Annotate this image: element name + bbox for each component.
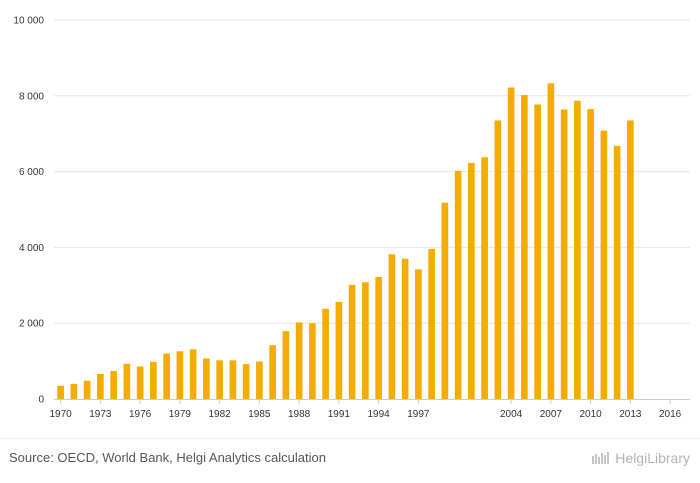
brand-logo[interactable]: HelgiLibrary [591, 450, 690, 466]
footer-divider [0, 438, 700, 439]
x-tick-label: 2010 [580, 409, 603, 420]
x-tick-label: 2016 [659, 409, 682, 420]
x-tick-label: 1985 [248, 409, 271, 420]
bar-1971 [70, 383, 78, 399]
brand-name: HelgiLibrary [615, 450, 690, 466]
bar-2000 [454, 170, 462, 399]
bar-1988 [295, 322, 303, 399]
x-tick-label: 2007 [540, 409, 563, 420]
x-tick-label: 1994 [368, 409, 391, 420]
bar-1970 [57, 385, 64, 399]
bar-1973 [97, 373, 104, 399]
bar-2006 [534, 104, 541, 399]
grid-lines [54, 19, 690, 324]
bar-1998 [428, 248, 435, 399]
y-tick-label: 0 [38, 395, 44, 406]
library-icon [592, 452, 610, 464]
bar-2011 [600, 130, 608, 399]
bar-2002 [481, 157, 488, 399]
bar-2013 [627, 120, 634, 399]
x-tick-label: 1976 [129, 409, 152, 420]
bars [57, 83, 634, 400]
x-tick-label: 2004 [500, 409, 523, 420]
bar-2001 [468, 162, 475, 399]
bar-2007 [547, 83, 555, 399]
bar-chart: 0 2 000 4 000 6 000 8 000 10 000 1970 1973 1976… [13, 16, 690, 420]
x-tick-label: 1991 [328, 409, 351, 420]
y-tick-label: 6 000 [19, 167, 44, 178]
bar-2010 [587, 109, 594, 399]
bar-1979 [176, 351, 184, 399]
bar-1997 [415, 269, 422, 399]
y-tick-label: 8 000 [19, 91, 44, 102]
bar-1994 [375, 276, 382, 399]
bar-1992 [348, 284, 356, 399]
bar-2003 [494, 120, 502, 399]
bar-2004 [507, 87, 515, 399]
bar-2005 [521, 95, 528, 400]
bar-1999 [441, 202, 449, 399]
bar-1981 [203, 358, 210, 399]
bar-2008 [560, 109, 568, 399]
bar-2012 [613, 145, 621, 399]
bar-1978 [163, 353, 170, 399]
y-tick-label: 2 000 [19, 319, 44, 330]
y-tick-label: 10 000 [13, 16, 44, 27]
x-tick-label: 1970 [50, 409, 73, 420]
x-tick-label: 1988 [288, 409, 311, 420]
x-tick-label: 2013 [619, 409, 642, 420]
y-axis-ticks: 0 2 000 4 000 6 000 8 000 10 000 [13, 16, 44, 406]
bar-1995 [388, 254, 396, 399]
bar-1986 [269, 345, 276, 399]
bar-1980 [189, 349, 197, 399]
bar-1989 [309, 323, 316, 399]
bar-1976 [136, 366, 144, 399]
x-axis-ticks: 1970 1973 1976 1979 1982 1985 1988 1991 1994 1997… [50, 399, 682, 420]
bar-1993 [362, 282, 369, 399]
bar-1977 [150, 361, 157, 399]
bar-1983 [229, 360, 237, 399]
x-tick-label: 1982 [209, 409, 232, 420]
bar-1990 [322, 308, 329, 399]
bar-1996 [401, 258, 409, 399]
bar-1975 [123, 363, 131, 399]
y-tick-label: 4 000 [19, 243, 44, 254]
bar-1982 [216, 360, 223, 399]
source-note: Source: OECD, World Bank, Helgi Analytic… [9, 450, 326, 465]
bar-1974 [110, 370, 117, 399]
x-tick-label: 1973 [89, 409, 112, 420]
bar-1987 [282, 331, 290, 399]
x-tick-label: 1997 [407, 409, 430, 420]
x-tick-label: 1979 [169, 409, 192, 420]
bar-1984 [242, 364, 250, 399]
bar-1985 [256, 361, 263, 399]
bar-1972 [83, 380, 91, 399]
bar-1991 [335, 301, 343, 399]
bar-2009 [574, 100, 581, 400]
